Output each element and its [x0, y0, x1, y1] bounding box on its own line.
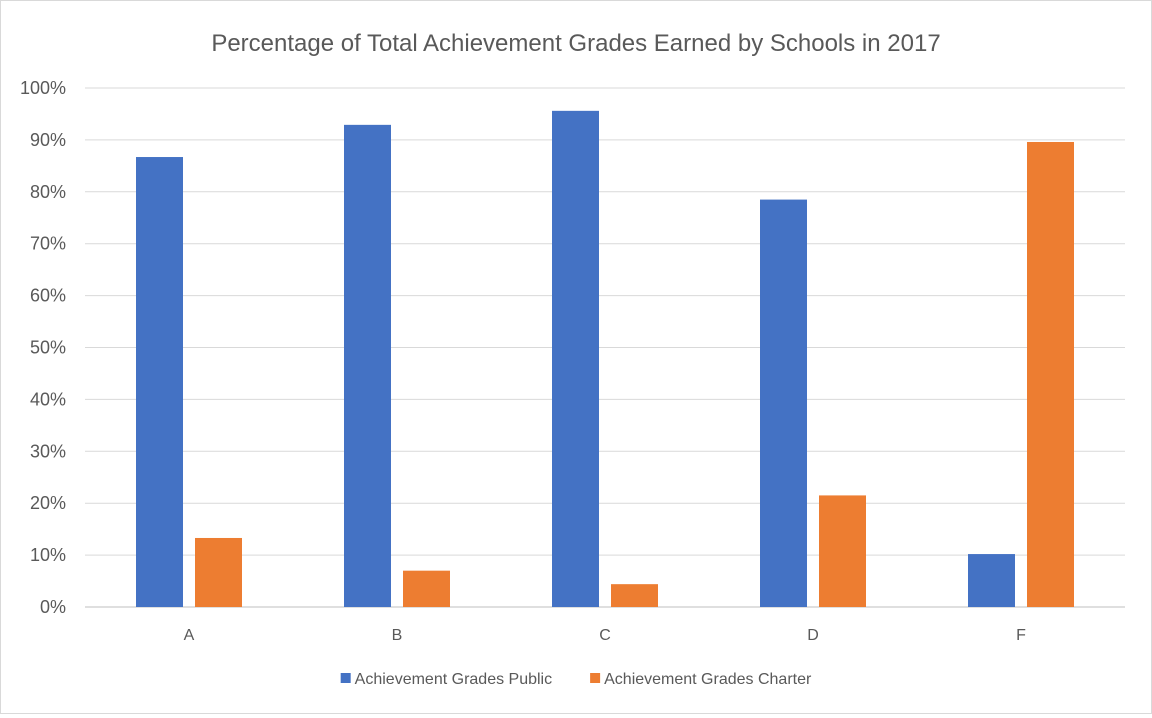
legend: Achievement Grades Public Achievement Gra…: [340, 671, 812, 688]
y-tick-label: 70%: [30, 234, 66, 254]
x-tick-label: B: [392, 627, 403, 644]
y-tick-label: 90%: [30, 130, 66, 150]
bars: [136, 110, 1074, 608]
legend-item-charter: Achievement Grades Charter: [590, 671, 812, 688]
y-tick-label: 80%: [30, 182, 66, 202]
x-tick-label: D: [807, 627, 819, 644]
legend-item-public: Achievement Grades Public: [340, 671, 552, 688]
bar-c-public: [552, 110, 599, 607]
chart-title: Percentage of Total Achievement Grades E…: [211, 30, 940, 57]
bar-b-charter: [403, 570, 450, 607]
legend-label: Achievement Grades Public: [355, 671, 552, 688]
bar-d-charter: [819, 495, 866, 607]
bar-f-public: [968, 554, 1015, 607]
legend-swatch: [340, 673, 351, 683]
y-tick-label: 40%: [30, 389, 66, 409]
legend-label: Achievement Grades Charter: [604, 671, 812, 688]
bar-d-public: [760, 199, 807, 607]
y-tick-label: 0%: [40, 597, 66, 617]
y-tick-label: 10%: [30, 545, 66, 565]
bar-a-charter: [195, 537, 242, 607]
y-tick-label: 30%: [30, 441, 66, 461]
x-tick-label: A: [184, 627, 195, 644]
y-tick-label: 50%: [30, 338, 66, 358]
y-tick-label: 100%: [20, 78, 66, 98]
bar-f-charter: [1027, 141, 1074, 607]
y-tick-label: 20%: [30, 493, 66, 513]
legend-swatch: [590, 673, 601, 683]
gridlines: [85, 87, 1125, 608]
x-tick-label: F: [1016, 627, 1026, 644]
y-axis-tick-labels: 0% 10% 20% 30% 40% 50% 60% 70% 80% 90% 100%: [20, 78, 66, 617]
bar-c-charter: [611, 584, 658, 607]
bar-b-public: [344, 124, 391, 607]
x-tick-label: C: [599, 627, 611, 644]
y-tick-label: 60%: [30, 286, 66, 306]
bar-a-public: [136, 157, 183, 608]
